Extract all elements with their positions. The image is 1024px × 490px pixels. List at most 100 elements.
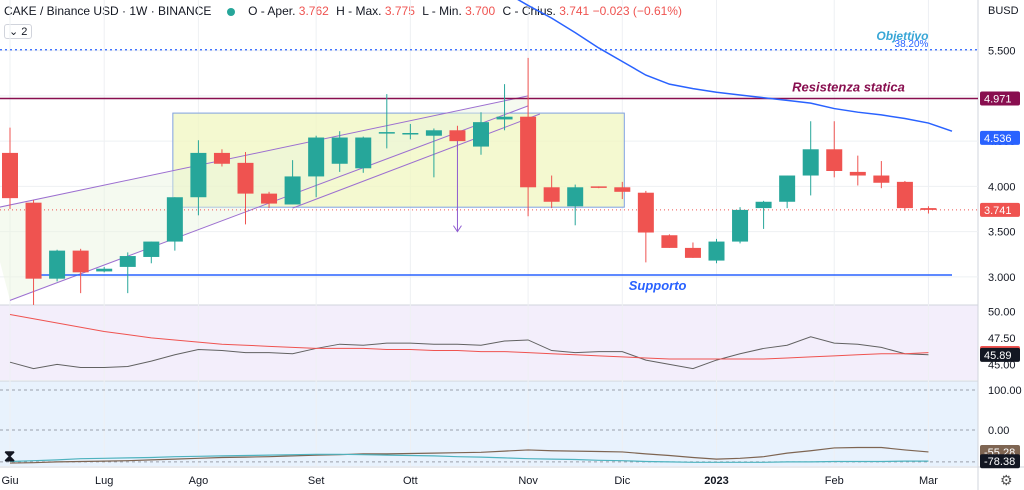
resistance-price-label: 4.971: [984, 94, 1012, 106]
candle-body: [72, 250, 89, 273]
price-tick-label: 3.000: [988, 272, 1016, 284]
candle-body: [402, 133, 419, 135]
indicator-count: 2: [21, 26, 28, 38]
candle-body: [49, 250, 66, 279]
market-status-icon: [226, 7, 235, 16]
candle-body: [920, 208, 937, 210]
last-price-label-bg: [980, 202, 1020, 217]
candle-body: [755, 201, 772, 209]
candle-body: [261, 193, 278, 204]
lower-series-line: [9, 453, 929, 463]
candle-body: [190, 152, 207, 198]
settings-gear-icon[interactable]: ⚙: [1000, 472, 1013, 488]
support-label: Supporto: [629, 278, 687, 293]
candle-body: [661, 235, 678, 248]
time-tick-label: Ott: [403, 475, 418, 487]
candle-body: [637, 192, 654, 233]
time-tick-label: Set: [308, 475, 325, 487]
oscillator-series-line: [9, 336, 929, 370]
candle-body: [614, 187, 631, 192]
low-value: 3.700: [465, 4, 496, 18]
time-tick-label: 2023: [704, 475, 728, 487]
currency-label: BUSD: [988, 5, 1019, 17]
lower-value-label-bg: [980, 454, 1020, 469]
candle-body: [355, 137, 372, 169]
candle-body: [826, 149, 843, 171]
collapse-indicators-button[interactable]: ⌄ 2: [4, 24, 33, 39]
moving-average-line: [517, 0, 953, 132]
high-label: H - Max.: [336, 4, 382, 18]
oscillator-value-label: 45.89: [984, 350, 1012, 362]
candle-body: [284, 176, 301, 205]
candle-body: [496, 116, 513, 120]
resistance-label: Resistenza statica: [792, 80, 905, 95]
oscillator-series-line: [9, 314, 929, 360]
candle-body: [473, 122, 489, 147]
candle-body: [119, 256, 136, 267]
candle-body: [378, 132, 395, 134]
close-label: C - Chius.: [502, 4, 556, 18]
resistance-price-label-bg: [980, 91, 1020, 106]
time-tick-label: Ago: [189, 475, 209, 487]
candle-body: [308, 137, 325, 177]
candle-body: [25, 202, 42, 279]
price-tick-label: 5.500: [988, 46, 1016, 58]
candle-body: [802, 149, 819, 176]
candle-body: [543, 187, 560, 202]
candle-body: [567, 187, 584, 207]
oscillator-tick-label: 47.50: [988, 333, 1016, 345]
tradingview-logo-icon: ⧗: [4, 448, 16, 465]
oscillator-tick-label: 50.00: [988, 306, 1016, 318]
lower-tick-label: 0.00: [988, 425, 1009, 437]
close-value: 3.741: [559, 4, 590, 18]
lower-value-label: -78.38: [984, 456, 1015, 468]
chart-header: CAKE / Binance USD · 1W · BINANCE O - Ap…: [4, 4, 682, 18]
target-level-label: 38.20%: [895, 39, 929, 50]
time-tick-label: Feb: [825, 475, 844, 487]
time-tick-label: Dic: [614, 475, 630, 487]
ma-price-label: 4.536: [984, 133, 1012, 145]
low-label: L - Min.: [422, 4, 462, 18]
candle-body: [449, 130, 466, 142]
candle-body: [896, 181, 913, 209]
oscillator-value-label-bg: [980, 347, 1020, 362]
candle-body: [520, 116, 537, 188]
target-label: Objettivo: [876, 29, 928, 43]
candle-body: [331, 137, 348, 164]
candle-body: [96, 268, 113, 272]
channel-line: [0, 95, 529, 208]
candle-body: [732, 209, 749, 242]
breakdown-arrow-head: [453, 225, 462, 233]
open-value: 3.762: [298, 4, 329, 18]
time-tick-label: Giu: [1, 475, 18, 487]
symbol-title[interactable]: CAKE / Binance USD · 1W · BINANCE: [4, 4, 212, 18]
candle-body: [425, 130, 442, 136]
ma-price-label-bg: [980, 130, 1020, 145]
open-label: O - Aper.: [248, 4, 296, 18]
price-tick-label: 3.500: [988, 227, 1016, 239]
candle-body: [237, 162, 254, 194]
candle-body: [590, 186, 607, 188]
channel-inner-line: [292, 113, 541, 209]
last-price-label: 3.741: [984, 205, 1012, 217]
candle-body: [708, 241, 725, 261]
candle-body: [2, 152, 18, 199]
price-tick-label: 4.000: [988, 181, 1016, 193]
candle-body: [166, 197, 183, 242]
high-value: 3.775: [384, 4, 415, 18]
collapse-chevron-icon: ⌄: [9, 26, 22, 38]
lower-pane-bg: [0, 381, 978, 466]
oscillator-pane-bg: [0, 305, 978, 380]
lower-series-line: [9, 446, 929, 464]
candle-body: [143, 241, 160, 257]
lower-tick-label: 100.00: [988, 385, 1022, 397]
candle-body: [213, 152, 230, 164]
time-tick-label: Mar: [919, 475, 938, 487]
change-value: −0.023 (−0.61%): [592, 4, 682, 18]
oscillator-tick-label: 45.00: [988, 359, 1016, 371]
candle-body: [684, 247, 701, 258]
candle-body: [779, 175, 796, 202]
candle-body: [873, 175, 890, 183]
time-tick-label: Lug: [95, 475, 113, 487]
